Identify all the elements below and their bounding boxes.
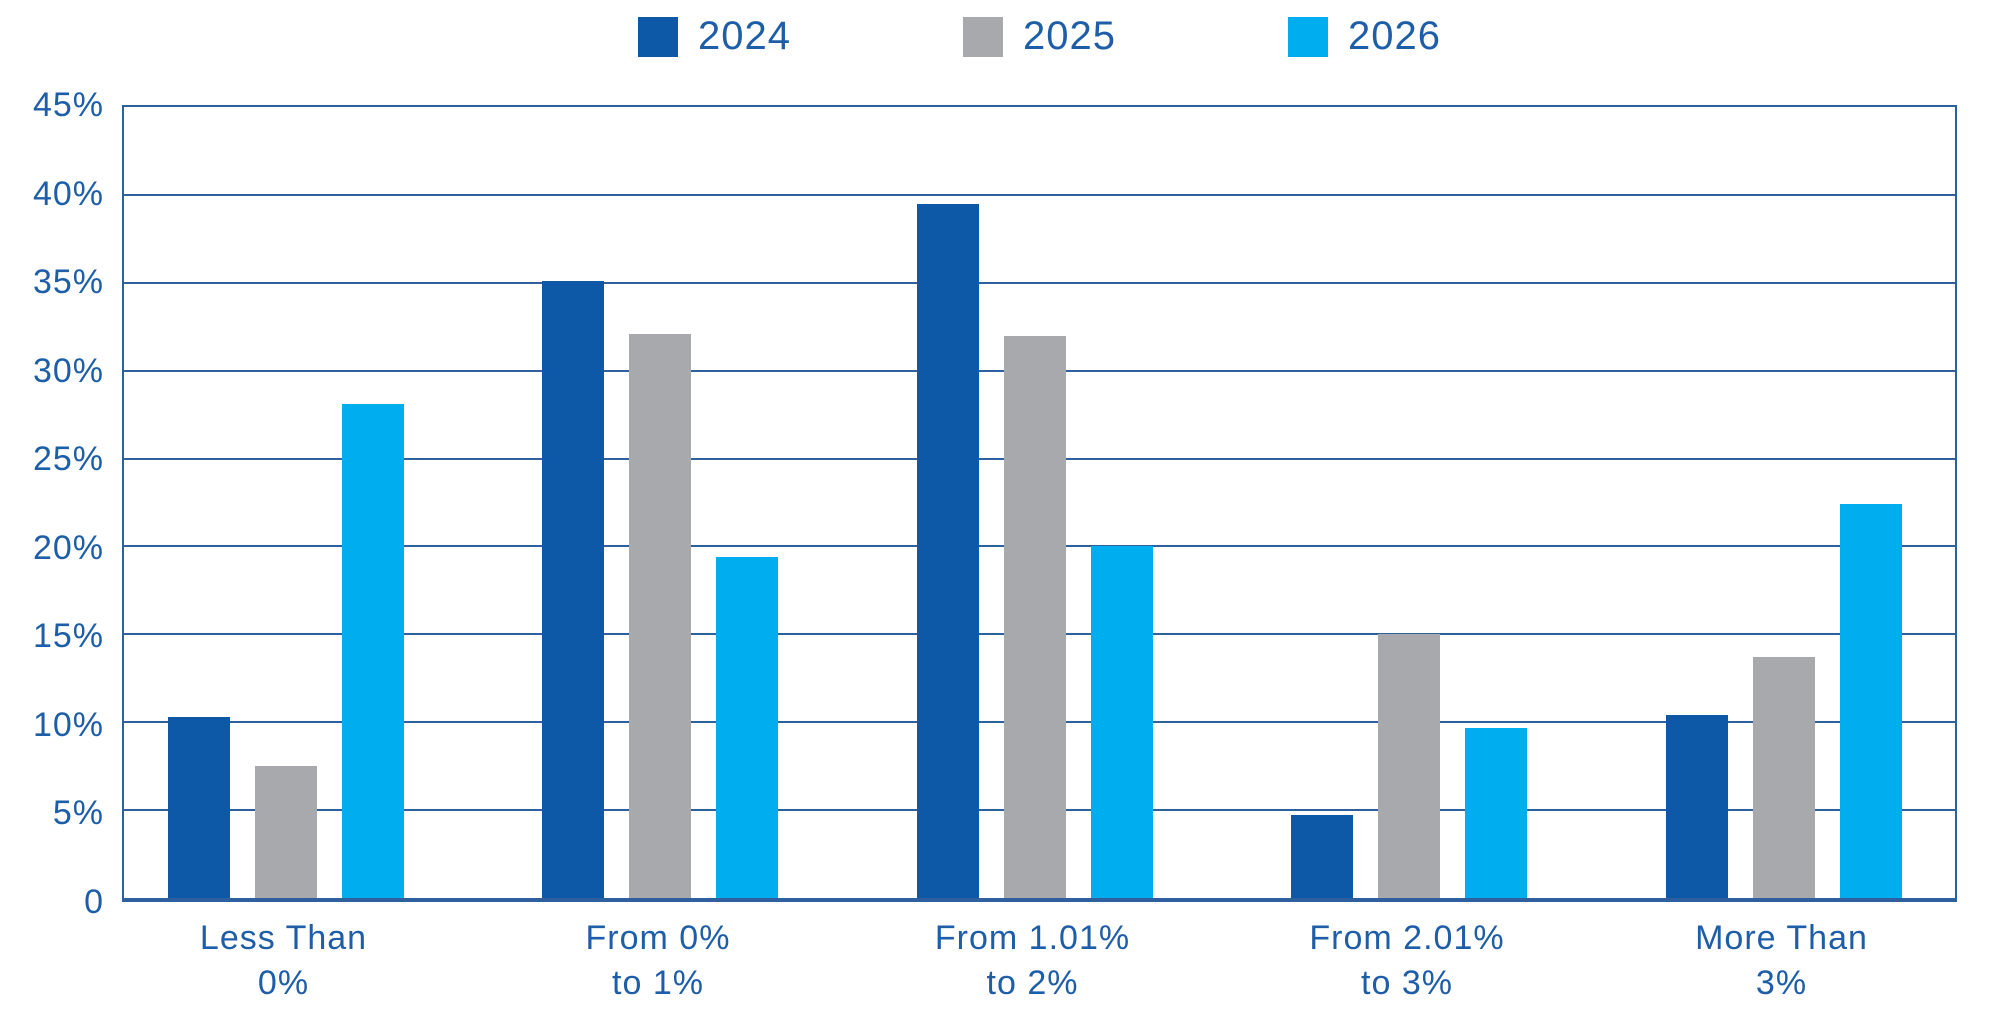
bar-2025-category-4 — [1378, 634, 1440, 898]
bar-2024-category-1 — [167, 716, 230, 898]
x-category-label-line2: 3% — [1755, 964, 1808, 1002]
y-tick-label: 30% — [32, 351, 104, 390]
bar-2024-category-3 — [916, 203, 979, 898]
x-category-label-line2: to 1% — [612, 964, 704, 1002]
bar-2026-category-1 — [341, 404, 404, 898]
bar-2024-category-5 — [1665, 715, 1728, 898]
y-tick-label: 20% — [32, 528, 104, 567]
y-tick-label: 35% — [32, 263, 104, 302]
y-tick-label: 45% — [32, 86, 104, 124]
x-category-label-line2: to 3% — [1361, 964, 1453, 1002]
legend-label: 2025 — [1023, 14, 1116, 58]
x-category-label-line1: From 1.01% — [934, 919, 1131, 957]
x-category-label-line1: Less Than — [199, 919, 368, 957]
bar-2024-category-2 — [542, 281, 604, 898]
bar-2025-category-5 — [1752, 657, 1815, 898]
legend-item-2026: 2026 — [1287, 14, 1441, 59]
bar-2024-category-4 — [1291, 815, 1353, 898]
x-category-label: From 2.01% to 3% — [1220, 916, 1594, 1006]
x-category-label-line2: 0% — [257, 964, 310, 1002]
bar-2025-category-2 — [629, 333, 691, 898]
x-category-label: From 1.01% to 2% — [846, 916, 1220, 1006]
chart-legend: 2024 2025 2026 — [122, 14, 1957, 59]
legend-item-2025: 2025 — [963, 14, 1116, 59]
x-category-label: From 0% to 1% — [471, 916, 845, 1006]
x-category-label-line1: From 0% — [585, 919, 731, 957]
gridline — [124, 281, 1955, 284]
y-tick-label: 25% — [32, 440, 104, 479]
bar-2025-category-1 — [254, 766, 317, 898]
legend-swatch-2025 — [963, 16, 1003, 57]
legend-swatch-2026 — [1287, 16, 1328, 57]
bar-2026-category-2 — [716, 557, 778, 898]
y-tick-label: 15% — [32, 617, 104, 656]
x-category-label-line1: From 2.01% — [1309, 919, 1505, 957]
legend-label: 2026 — [1347, 14, 1441, 58]
y-tick-label: 0 — [84, 883, 104, 921]
bar-2025-category-3 — [1003, 335, 1066, 898]
bar-2026-category-4 — [1465, 727, 1527, 898]
plot-area — [122, 105, 1957, 902]
y-tick-label: 40% — [32, 174, 104, 213]
x-category-label-line1: More Than — [1695, 919, 1868, 957]
legend-swatch-2024 — [638, 16, 679, 57]
bar-2026-category-5 — [1839, 504, 1902, 898]
legend-item-2024: 2024 — [638, 14, 791, 59]
gridline — [124, 193, 1955, 196]
y-tick-label: 5% — [52, 794, 104, 833]
x-category-label-line2: to 2% — [986, 964, 1079, 1002]
x-category-label: More Than 3% — [1595, 916, 1969, 1006]
legend-label: 2024 — [698, 14, 791, 58]
x-category-label: Less Than 0% — [97, 916, 471, 1006]
bar-2026-category-3 — [1090, 546, 1153, 898]
y-tick-label: 10% — [32, 705, 104, 744]
